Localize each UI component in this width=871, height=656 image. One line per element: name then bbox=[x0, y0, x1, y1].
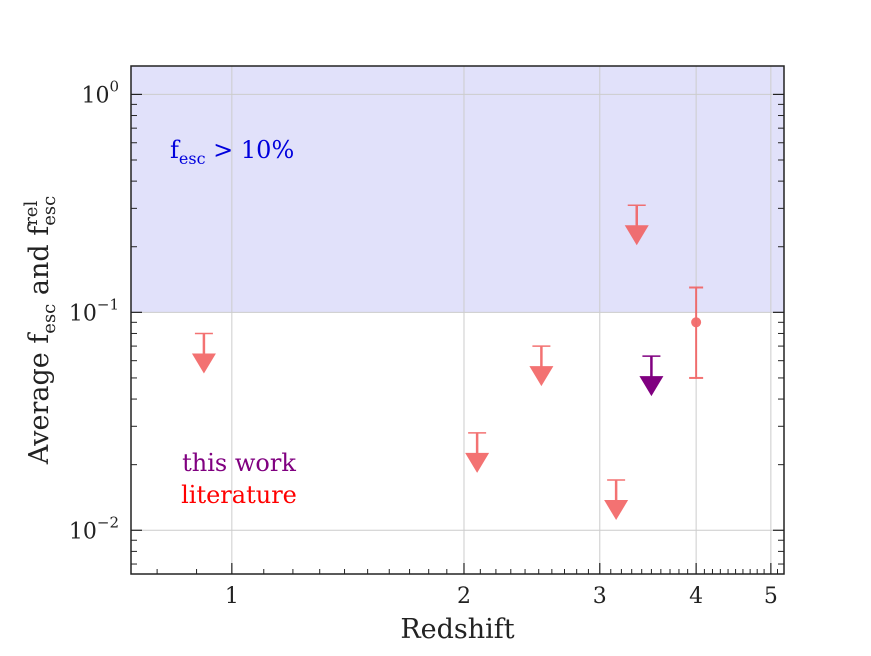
region-label-f: f bbox=[170, 136, 181, 164]
x-axis-label: Redshift bbox=[400, 614, 514, 645]
y-axis-label-mid: and f bbox=[24, 224, 55, 304]
literature-upper-limit bbox=[529, 345, 554, 387]
y-axis-label-sub2: esc bbox=[39, 196, 60, 226]
x-tick-label: 2 bbox=[457, 584, 471, 609]
y-axis-label: Average fesc and fescrel bbox=[21, 196, 60, 465]
y-axis-label-sub1: esc bbox=[39, 304, 60, 334]
literature-upper-limit bbox=[604, 479, 629, 521]
upper-limit-arrowhead bbox=[465, 452, 490, 473]
grid-layer bbox=[131, 66, 784, 574]
y-tick-label: 10−1 bbox=[69, 295, 119, 326]
upper-limit-arrowhead bbox=[604, 500, 629, 521]
ticks-layer: 1 2 3 4 5 100 10−1 10−2 bbox=[69, 77, 785, 609]
literature-upper-limit bbox=[465, 432, 490, 473]
region-label: fesc > 10% bbox=[170, 136, 294, 168]
legend-label-literature: literature bbox=[181, 481, 297, 509]
upper-limit-arrowhead bbox=[639, 376, 664, 397]
x-tick-label: 3 bbox=[593, 584, 607, 609]
x-tick-label: 5 bbox=[764, 584, 778, 609]
this-work-upper-limit bbox=[639, 355, 664, 397]
y-axis-label-sup2: rel bbox=[21, 201, 42, 226]
data-marks-layer bbox=[191, 204, 704, 521]
shaded-region bbox=[131, 66, 784, 313]
data-point bbox=[691, 317, 702, 328]
literature-upper-limit bbox=[191, 332, 216, 374]
y-tick-label: 100 bbox=[81, 77, 119, 108]
upper-limit-arrowhead bbox=[191, 353, 216, 374]
x-tick-label: 1 bbox=[225, 584, 239, 609]
literature-upper-limit bbox=[624, 204, 649, 246]
y-axis-label-prefix: Average f bbox=[24, 332, 55, 465]
plot-frame bbox=[130, 65, 785, 575]
y-tick-label: 10−2 bbox=[69, 513, 119, 544]
region-label-rest: > 10% bbox=[206, 136, 295, 164]
legend-label-this-work: this work bbox=[182, 449, 296, 477]
x-tick-label: 4 bbox=[689, 584, 703, 609]
literature-point bbox=[689, 286, 704, 379]
upper-limit-arrowhead bbox=[529, 366, 554, 387]
shaded-region-layer bbox=[131, 66, 784, 313]
upper-limit-arrowhead bbox=[624, 225, 649, 246]
region-label-sub: esc bbox=[179, 149, 206, 168]
